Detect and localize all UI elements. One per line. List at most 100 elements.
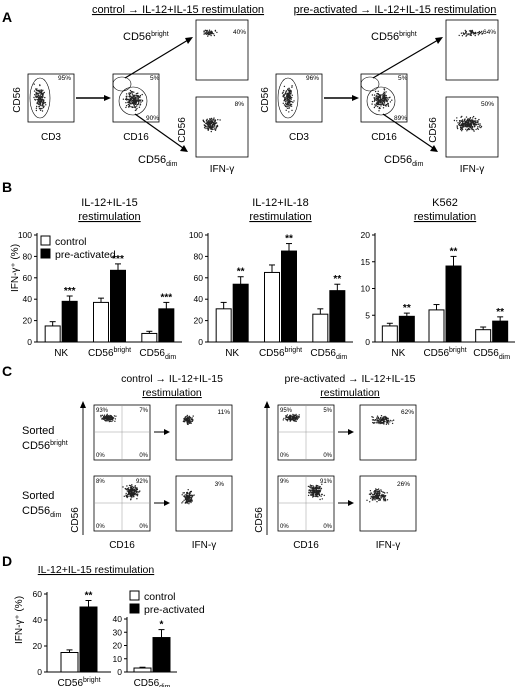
x-tick-label-sub: dim [165, 354, 176, 361]
flow-event-dot [37, 103, 39, 105]
flow-event-dot [207, 129, 209, 131]
flow-event-dot [376, 419, 378, 421]
flow-event-dot [377, 105, 379, 108]
flow-event-dot [125, 492, 127, 495]
flow-event-dot [210, 121, 213, 123]
flow-event-dot [125, 495, 128, 498]
flow-event-dot [376, 497, 378, 500]
ifng-percent: 3% [215, 481, 225, 488]
flow-event-dot [188, 503, 190, 505]
flow-event-dot [188, 492, 191, 494]
flow-event-dot [285, 100, 287, 102]
flow-event-dot [470, 127, 473, 129]
flow-event-dot [188, 494, 190, 496]
flow-event-dot [128, 484, 131, 487]
flow-event-dot [283, 89, 285, 92]
flow-event-dot [378, 101, 380, 103]
flow-event-dot [287, 88, 289, 90]
flow-event-dot [189, 496, 191, 498]
flow-event-dot [391, 420, 393, 422]
flow-event-dot [42, 92, 45, 94]
flow-event-dot [472, 115, 475, 118]
flow-event-dot [134, 490, 136, 492]
quadrant-percent: 9% [280, 479, 289, 485]
y-tick-label: 80 [194, 251, 204, 261]
row-label-sorted-bright-2: CD56bright [22, 440, 68, 452]
bar-control [381, 325, 398, 343]
flow-event-dot [383, 101, 385, 103]
flow-event-dot [101, 414, 104, 416]
flow-event-dot [187, 492, 189, 495]
flow-event-dot [474, 121, 476, 124]
flow-event-dot [130, 97, 133, 99]
flow-event-dot [190, 501, 192, 504]
flow-event-dot [383, 96, 385, 98]
flow-event-dot [219, 119, 221, 121]
x-tick-label-base: CD56 [259, 348, 285, 359]
flow-event-dot [477, 126, 479, 128]
flow-event-dot [189, 499, 192, 501]
flow-event-dot [283, 96, 286, 99]
flow-event-dot [214, 125, 216, 127]
legend-label: pre-activated [144, 604, 205, 616]
x-tick-label: CD56bright [423, 347, 466, 359]
flow-event-dot [210, 127, 213, 130]
panel-c-header-control-2: restimulation [142, 387, 202, 399]
flow-event-dot [375, 489, 378, 491]
flow-event-dot [33, 83, 35, 85]
flow-event-dot [385, 105, 387, 107]
flow-event-dot [456, 125, 458, 127]
flow-event-dot [385, 421, 388, 423]
flow-event-dot [477, 32, 479, 34]
flow-event-dot [131, 490, 133, 492]
flow-event-dot [321, 493, 323, 496]
gate-percent: 96% [306, 75, 319, 82]
flow-event-dot [373, 100, 376, 102]
flow-event-dot [43, 102, 45, 104]
flow-event-dot [127, 495, 129, 498]
dot-cloud [281, 85, 295, 113]
flow-event-dot [139, 94, 142, 97]
flow-event-dot [291, 100, 293, 103]
flow-event-dot [139, 103, 142, 105]
flow-event-dot [122, 98, 125, 100]
x-tick-label: CD56dim [139, 348, 176, 361]
flow-event-dot [312, 492, 314, 494]
flow-event-dot [379, 96, 382, 99]
flow-event-dot [374, 419, 376, 422]
flow-event-dot [288, 107, 290, 110]
flow-event-dot [213, 126, 215, 128]
quadrant-percent: 8% [96, 479, 105, 485]
flow-event-dot [323, 494, 325, 497]
gate-percent-bottom: 89% [394, 115, 407, 122]
flow-event-dot [381, 101, 383, 104]
flow-event-dot [38, 108, 41, 110]
flow-event-dot [317, 485, 319, 487]
flow-event-dot [38, 106, 40, 108]
flow-event-dot [385, 91, 387, 93]
y-axis-cd56: CD56 [260, 87, 271, 113]
flow-event-dot [468, 33, 470, 35]
flow-event-dot [109, 420, 112, 422]
flow-event-dot [108, 416, 110, 418]
flow-event-dot [186, 414, 188, 417]
flow-event-dot [38, 104, 40, 106]
legend-swatch [40, 235, 51, 246]
flow-event-dot [111, 420, 113, 423]
flow-event-dot [479, 123, 481, 125]
panel-d-ylabel: IFN-γ⁺ (%) [14, 596, 25, 644]
flow-event-dot [460, 124, 462, 127]
flow-event-dot [391, 99, 393, 101]
flow-event-dot [127, 491, 130, 493]
flow-event-dot [461, 119, 464, 121]
flow-event-dot [100, 414, 102, 417]
flow-event-dot [312, 491, 314, 493]
flow-event-dot [372, 416, 374, 419]
flow-event-dot [377, 93, 380, 95]
flow-event-dot [384, 104, 386, 106]
flow-event-dot [459, 124, 461, 127]
flow-event-dot [286, 107, 289, 110]
flow-event-dot [290, 417, 292, 419]
flow-event-dot [381, 99, 383, 102]
